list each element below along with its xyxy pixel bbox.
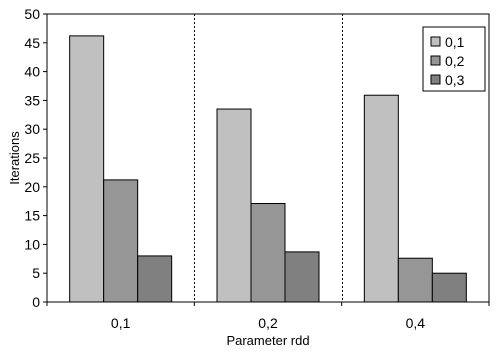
legend-swatch <box>430 55 441 66</box>
legend-swatch <box>430 36 441 47</box>
y-tick-label: 5 <box>32 265 40 281</box>
legend: 0,1 0,2 0,3 <box>422 26 486 92</box>
y-tick-label: 40 <box>24 64 40 80</box>
bar-0-1-0-1 <box>69 35 105 303</box>
y-tick-label: 30 <box>24 121 40 137</box>
y-tick-label: 35 <box>24 92 40 108</box>
y-tick-label: 45 <box>24 35 40 51</box>
x-axis-ticks: 0,1 0,2 0,4 <box>46 302 490 331</box>
y-tick-label: 15 <box>24 208 40 224</box>
y-tick-label: 0 <box>32 294 40 310</box>
bars <box>69 35 467 303</box>
y-tick-label: 20 <box>24 179 40 195</box>
bar-0-1-0-4 <box>363 94 399 303</box>
legend-label: 0,2 <box>445 53 465 69</box>
bar-0-3-0-2 <box>284 251 320 303</box>
bar-0-2-0-1 <box>103 179 139 303</box>
x-axis-title: Parameter rdd <box>226 333 309 348</box>
bar-0-3-0-4 <box>431 272 467 303</box>
y-axis-ticks: 0 5 10 15 20 25 30 35 40 45 50 <box>24 6 47 310</box>
legend-label: 0,1 <box>445 34 465 50</box>
bar-0-1-0-2 <box>216 108 252 303</box>
x-tick-label: 0,2 <box>258 315 278 331</box>
y-tick-label: 50 <box>24 6 40 22</box>
legend-label: 0,3 <box>445 72 465 88</box>
y-tick-label: 10 <box>24 236 40 252</box>
x-tick-label: 0,1 <box>111 315 131 331</box>
bar-0-3-0-1 <box>137 255 173 303</box>
y-axis-title: Iterations <box>7 131 22 185</box>
y-tick-label: 25 <box>24 150 40 166</box>
legend-swatch <box>430 74 441 85</box>
bar-0-2-0-4 <box>397 257 433 303</box>
x-tick-label: 0,4 <box>406 315 426 331</box>
bar-0-2-0-2 <box>250 203 286 303</box>
